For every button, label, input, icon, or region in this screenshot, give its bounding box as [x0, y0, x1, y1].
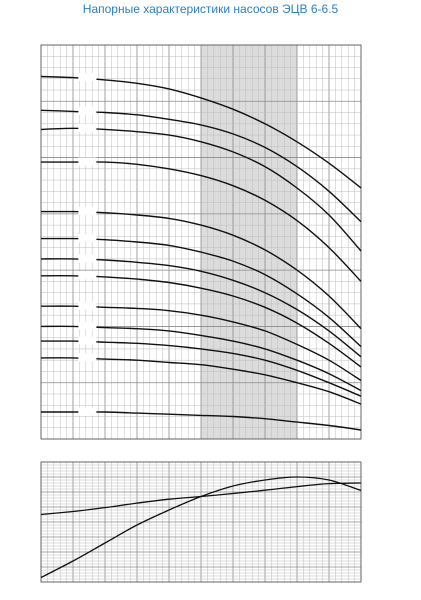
chart-title: Напорные характеристики насосов ЭЦВ 6-6.…	[82, 2, 339, 16]
bottom-grid	[40, 461, 362, 583]
efficiency-power-chart	[40, 461, 362, 583]
curve-label-bg	[78, 336, 97, 345]
curve-label-bg	[78, 207, 97, 216]
curve-label-bg	[78, 301, 97, 310]
curve-label-bg	[78, 271, 97, 280]
curve-label-bg	[78, 123, 97, 132]
head-chart	[40, 44, 362, 440]
efficiency-curve	[40, 476, 362, 579]
curve-label-bg	[78, 353, 97, 362]
curve-label-bg	[78, 254, 97, 263]
curve-label-bg	[78, 106, 97, 115]
curve-label-bg	[78, 73, 97, 82]
curve-label-bg	[78, 321, 97, 330]
curve-label-bg	[78, 234, 97, 243]
curve-label-bg	[78, 157, 97, 166]
head-plot-frame	[40, 44, 362, 440]
curve-label-bg	[78, 407, 97, 416]
bottom-plot-frame	[40, 461, 362, 583]
